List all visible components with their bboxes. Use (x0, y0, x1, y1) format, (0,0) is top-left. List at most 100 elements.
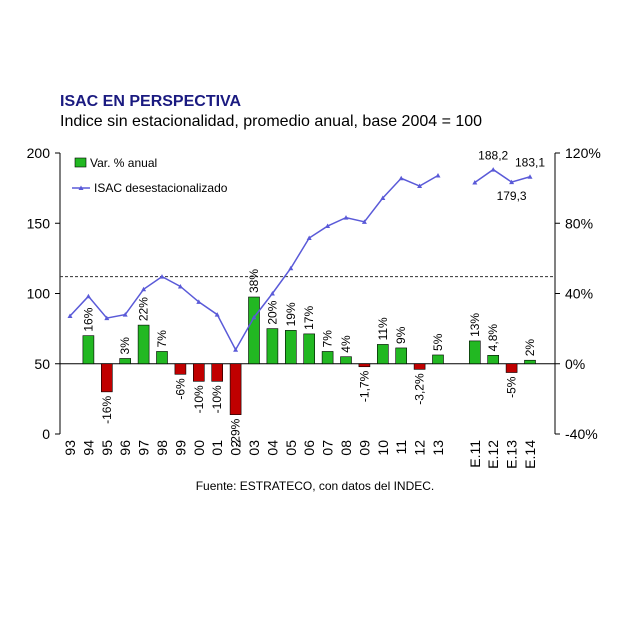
y2-tick-label: 120% (565, 145, 601, 161)
bar (266, 328, 279, 365)
x-tick-label: E.13 (504, 440, 520, 469)
bar-label: -16% (100, 396, 114, 424)
source-note: Fuente: ESTRATECO, con datos del INDEC. (196, 479, 435, 493)
bar-label: -10% (210, 385, 224, 413)
x-tick-label: 01 (209, 440, 225, 456)
chart-subtitle: Indice sin estacionalidad, promedio anua… (60, 113, 482, 130)
bar (468, 340, 481, 365)
line-marker (288, 265, 294, 271)
x-tick-label: 93 (62, 440, 78, 456)
bar (413, 363, 426, 370)
bar-label: 3% (118, 337, 132, 355)
x-tick-label: 09 (356, 440, 372, 456)
bar (376, 344, 389, 365)
bar (211, 363, 223, 382)
y-tick-label: 150 (27, 215, 51, 231)
line-marker (85, 293, 91, 299)
bar (137, 324, 150, 365)
line-marker (196, 299, 202, 304)
x-tick-label: 03 (246, 440, 262, 456)
line-label: 188,2 (478, 149, 508, 163)
x-tick-label: 05 (283, 440, 299, 456)
line-marker (343, 215, 349, 220)
bar-label: -6% (173, 378, 187, 400)
line-marker (159, 274, 165, 279)
bar (303, 333, 316, 365)
x-tick-label: 12 (412, 440, 428, 456)
bar (432, 354, 444, 365)
bar-label: 20% (265, 300, 279, 324)
line-marker (141, 286, 147, 292)
y-tick-label: 0 (42, 426, 50, 442)
x-tick-label: 02 (228, 440, 244, 456)
line-marker (67, 313, 73, 318)
bar-label: -29% (229, 418, 243, 446)
x-tick-label: 98 (154, 440, 170, 456)
bar (174, 363, 187, 375)
y-tick-label: 200 (27, 145, 51, 161)
line-marker (233, 347, 239, 352)
x-tick-label: E.14 (522, 440, 538, 469)
bar (193, 363, 205, 382)
bar-label: 38% (247, 269, 261, 293)
x-tick-label: 95 (99, 440, 115, 456)
bar-label: 7% (155, 330, 169, 348)
x-tick-label: 07 (320, 440, 336, 456)
line-label: 179,3 (497, 189, 527, 203)
line-marker (325, 223, 331, 229)
bar-label: 5% (431, 333, 445, 351)
line-marker (104, 315, 110, 321)
x-tick-label: 13 (430, 440, 446, 456)
bar-label: 9% (394, 326, 408, 344)
bar-label: -1,7% (357, 370, 371, 402)
y2-tick-label: 0% (565, 356, 585, 372)
line (69, 168, 531, 352)
legend-label: Var. % anual (90, 156, 157, 170)
x-tick-label: 10 (375, 440, 391, 456)
legend-swatch (78, 185, 84, 190)
y-tick-label: 50 (34, 356, 50, 372)
bar-label: 4% (339, 335, 353, 353)
bar (524, 359, 536, 365)
y-tick-label: 100 (27, 286, 51, 302)
bar (487, 355, 500, 365)
y2-tick-label: 80% (565, 215, 593, 231)
legend-swatch (74, 157, 87, 168)
bar-label: -3,2% (413, 373, 427, 405)
x-tick-label: 04 (264, 440, 280, 456)
x-tick-label: 00 (191, 440, 207, 456)
bar-label: 22% (137, 297, 151, 321)
bar-label: 2% (523, 339, 537, 357)
bar-label: -5% (505, 376, 519, 398)
line-marker (435, 172, 441, 178)
bar (248, 296, 260, 365)
bar (321, 351, 334, 365)
x-tick-label: 06 (301, 440, 317, 456)
x-tick-label: 11 (393, 440, 409, 455)
line-marker (306, 235, 312, 241)
line-marker (490, 167, 496, 172)
bar-label: 4,8% (486, 324, 500, 352)
bar (358, 363, 371, 368)
line-marker (269, 291, 275, 296)
y2-tick-label: -40% (565, 426, 598, 442)
x-tick-label: E.11 (467, 440, 483, 468)
line-marker (361, 219, 367, 224)
x-tick-label: 94 (80, 440, 96, 456)
bar (82, 335, 95, 365)
bar (156, 351, 168, 365)
x-tick-label: 97 (136, 440, 152, 456)
line-marker (527, 174, 533, 179)
line-label: 183,1 (515, 156, 545, 170)
legend-label: ISAC desestacionalizado (94, 181, 228, 195)
line-marker (509, 179, 515, 185)
line-marker (380, 195, 386, 200)
x-tick-label: 08 (338, 440, 354, 456)
bar-label: 16% (81, 307, 95, 331)
bar (340, 356, 352, 365)
line-marker (472, 180, 478, 185)
x-tick-label: E.12 (485, 440, 501, 469)
bar (119, 358, 131, 365)
bar-label: 17% (302, 306, 316, 330)
